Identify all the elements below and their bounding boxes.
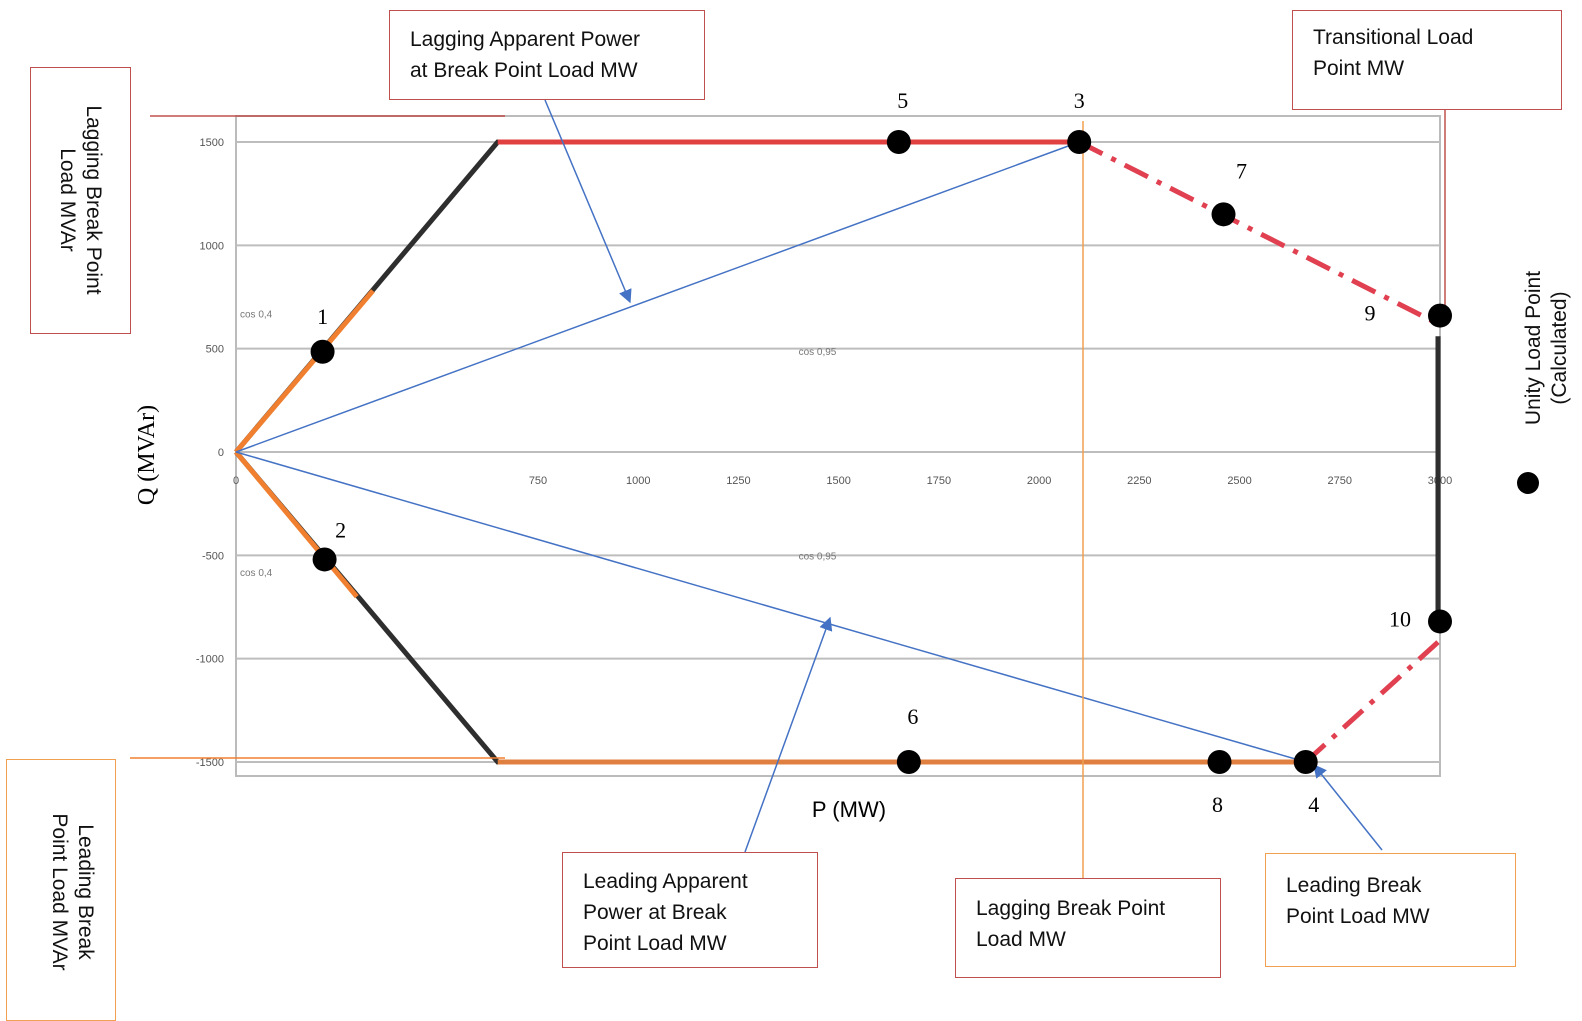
series-line-8 xyxy=(1078,139,1440,327)
callout-leading-break-mw: Leading Break Point Load MW xyxy=(1265,853,1516,967)
point-3-label: 3 xyxy=(1074,88,1085,113)
y-tick-label: 1500 xyxy=(200,137,224,149)
faint-label: cos 0,4 xyxy=(240,568,273,579)
x-tick-label: 2000 xyxy=(1027,475,1051,487)
callout-lagging-apparent: Lagging Apparent Power at Break Point Lo… xyxy=(389,10,705,100)
point-9-label: 9 xyxy=(1365,301,1376,326)
x-tick-label: 1500 xyxy=(826,475,850,487)
y-tick-label: -500 xyxy=(202,550,224,562)
point-4-marker xyxy=(1293,750,1318,774)
point-5-marker xyxy=(886,130,911,154)
callout-leading-break-mvar-box xyxy=(6,759,116,1021)
x-tick-label: 1250 xyxy=(726,475,750,487)
faint-label: cos 0,95 xyxy=(799,347,837,358)
point-7-marker xyxy=(1211,202,1236,227)
faint-label: cos 0,95 xyxy=(799,551,837,562)
series-line-10 xyxy=(235,141,1080,453)
callout-transitional: Transitional Load Point MW xyxy=(1292,10,1562,110)
y-tick-label: 0 xyxy=(218,447,224,459)
callout-leading-apparent: Leading Apparent Power at Break Point Lo… xyxy=(562,852,818,968)
callout-leading-break-mvar: Leading Break Point Load MVAr xyxy=(48,813,97,971)
point-2-label: 2 xyxy=(335,517,346,542)
lagging-apparent-arrow xyxy=(544,99,632,304)
x-axis-title: P (MW) xyxy=(812,797,886,822)
unity-load-marker xyxy=(1517,472,1539,494)
point-1-marker xyxy=(310,339,335,364)
callout-lagging-break-mvar-box xyxy=(30,67,131,334)
unity-load-label: Unity Load Point (Calculated) xyxy=(1522,270,1571,426)
point-1-label: 1 xyxy=(317,304,328,329)
callout-lagging-break-mw: Lagging Break Point Load MW xyxy=(955,878,1221,978)
point-4-label: 4 xyxy=(1308,792,1319,817)
y-tick-label: -1500 xyxy=(196,757,224,769)
x-tick-label: 0 xyxy=(233,475,239,487)
series-line-3 xyxy=(234,289,375,454)
y-tick-label: 1000 xyxy=(200,240,224,252)
plot-border xyxy=(235,115,1441,777)
y-axis-title: Q (MVAr) xyxy=(134,405,160,505)
x-tick-label: 1000 xyxy=(626,475,650,487)
point-9-marker xyxy=(1428,303,1452,328)
x-tick-label: 750 xyxy=(529,475,547,487)
callout-leader-lines xyxy=(130,99,1446,878)
series-line-11 xyxy=(235,451,1306,763)
point-6-label: 6 xyxy=(907,704,918,729)
point-5-label: 5 xyxy=(897,88,908,113)
point-6-marker xyxy=(896,750,921,774)
faint-annotations: cos 0,4 cos 0,4 cos 0,95 cos 0,95 xyxy=(240,310,837,579)
point-8-label: 8 xyxy=(1212,792,1223,817)
x-tick-label: 2500 xyxy=(1227,475,1251,487)
callout-lagging-break-mvar: Lagging Break Point Load MVAr xyxy=(56,105,105,295)
point-2-marker xyxy=(312,547,337,572)
point-10-marker xyxy=(1428,609,1452,634)
x-tick-label: 2250 xyxy=(1127,475,1151,487)
grid-lines xyxy=(236,141,1440,763)
y-tick-label: 500 xyxy=(206,344,224,356)
faint-label: cos 0,4 xyxy=(240,310,273,321)
x-tick-label: 1750 xyxy=(927,475,951,487)
y-tick-labels: 1500 1000 500 0 -500 -1000 -1500 xyxy=(196,137,224,769)
plot-frame xyxy=(235,115,1441,777)
x-tick-label: 2750 xyxy=(1328,475,1352,487)
x-tick-labels: 0 750 1000 1250 1500 1750 2000 2250 2500 2750 3000 xyxy=(233,475,1452,487)
leading-apparent-arrow xyxy=(744,616,833,853)
point-7-label: 7 xyxy=(1236,158,1247,183)
operating-points: 1 2 3 4 5 6 7 8 9 10 xyxy=(310,88,1452,817)
point-3-marker xyxy=(1067,130,1092,154)
y-tick-label: -1000 xyxy=(196,654,224,666)
series-line-4 xyxy=(234,450,359,599)
point-8-marker xyxy=(1207,750,1232,774)
series-line-9 xyxy=(1304,640,1440,764)
point-10-label: 10 xyxy=(1389,606,1411,631)
leading-break-mw-arrow xyxy=(1313,763,1383,851)
